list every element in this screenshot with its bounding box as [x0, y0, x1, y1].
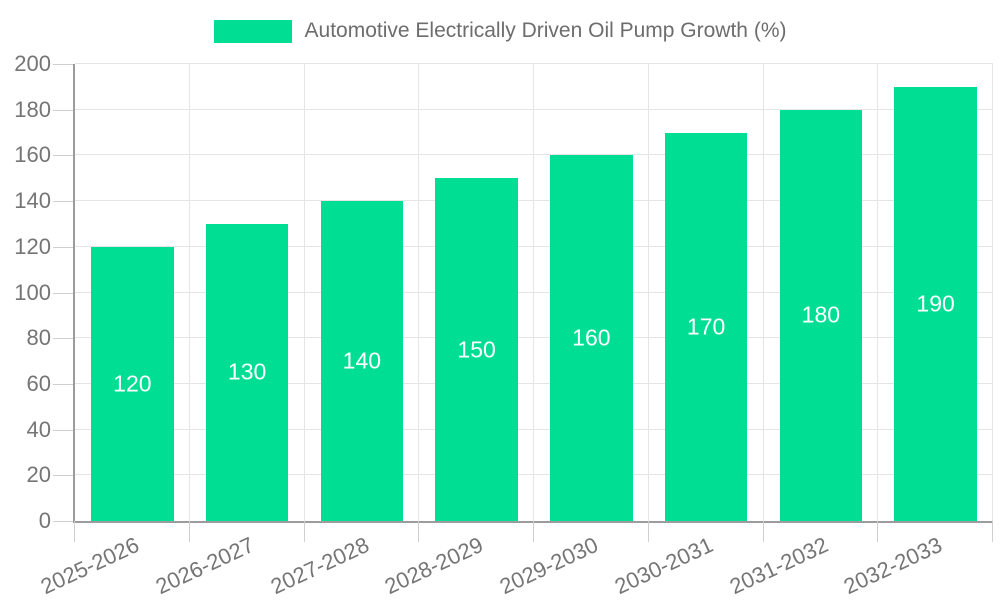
x-axis-tick: [877, 521, 879, 542]
x-axis-label: 2030-2031: [610, 532, 717, 600]
y-axis-label: 20: [26, 462, 51, 488]
bar-value-label: 140: [342, 347, 382, 374]
bar-value-label: 180: [801, 301, 841, 328]
y-axis-label: 120: [14, 233, 51, 259]
gridline-vertical: [762, 64, 764, 521]
y-axis-tick: [53, 246, 73, 248]
y-axis-tick: [53, 201, 73, 203]
x-axis-tick: [647, 521, 649, 542]
gridline-horizontal: [75, 428, 993, 430]
gridline-horizontal: [75, 291, 993, 293]
plot-area: 0 20 40 60 80 100 120 140 160 180 200 120 2025-2026 1…: [14, 51, 993, 599]
gridline-horizontal: [75, 245, 993, 247]
y-axis-label: 0: [38, 508, 51, 533]
y-axis-tick: [53, 475, 73, 477]
bar-2032-2033[interactable]: 190: [894, 86, 977, 521]
x-axis-label: 2025-2026: [37, 532, 143, 600]
bar-2025-2026[interactable]: 120: [91, 246, 174, 521]
y-axis-label: 180: [14, 96, 51, 122]
bar-2028-2029[interactable]: 150: [435, 178, 518, 521]
bar-2030-2031[interactable]: 170: [664, 132, 748, 521]
bar-2031-2032[interactable]: 180: [779, 109, 863, 521]
legend[interactable]: Automotive Electrically Driven Oil Pump …: [0, 19, 1000, 43]
x-axis-tick: [762, 521, 764, 542]
bar-2026-2027[interactable]: 130: [205, 223, 289, 521]
bar-value-label: 120: [113, 370, 152, 397]
y-axis-tick: [53, 292, 73, 294]
gridline-horizontal: [75, 200, 993, 202]
y-axis-tick: [53, 429, 73, 431]
x-axis-tick: [303, 521, 305, 542]
gridline-vertical: [188, 64, 190, 521]
y-axis-tick: [53, 521, 73, 522]
y-axis-tick: [53, 383, 73, 385]
bar-2029-2030[interactable]: 160: [550, 155, 633, 521]
y-axis-label: 140: [14, 188, 51, 214]
gridline-horizontal: [75, 337, 993, 339]
x-axis-tick: [188, 521, 190, 542]
y-axis-label: 40: [26, 416, 51, 442]
y-axis-label: 60: [26, 370, 51, 396]
bar-value-label: 160: [572, 324, 611, 351]
bar-value-label: 150: [457, 336, 496, 363]
bar-value-label: 130: [227, 358, 267, 385]
gridline-vertical: [303, 64, 305, 521]
x-axis-label: 2028-2029: [381, 532, 488, 600]
gridline-vertical: [647, 64, 649, 521]
y-axis-tick: [53, 109, 73, 111]
legend-label: Automotive Electrically Driven Oil Pump …: [304, 19, 787, 42]
y-axis-tick: [53, 155, 73, 157]
y-axis-label: 160: [14, 142, 51, 168]
gridline-vertical: [877, 64, 879, 521]
x-axis-label: 2032-2033: [840, 532, 947, 600]
x-axis-label: 2031-2032: [725, 532, 832, 600]
gridline-horizontal: [75, 474, 993, 476]
y-axis-tick: [53, 64, 73, 65]
gridline-horizontal: [75, 382, 993, 384]
y-axis-tick: [53, 338, 73, 340]
bar-value-label: 170: [686, 313, 726, 340]
x-axis-tick: [533, 521, 534, 542]
x-axis-tick: [418, 521, 420, 542]
gridline-horizontal: [75, 63, 993, 64]
gridline-horizontal: [75, 154, 993, 156]
x-axis-label: 2026-2027: [151, 532, 258, 600]
bar-value-label: 190: [916, 290, 955, 317]
gridline-vertical: [992, 64, 993, 521]
y-axis-label: 100: [14, 279, 51, 305]
y-axis-label: 200: [14, 51, 51, 76]
bar-2027-2028[interactable]: 140: [320, 201, 404, 521]
x-axis-tick: [992, 521, 993, 542]
x-axis-tick: [74, 521, 75, 542]
gridline-vertical: [533, 64, 534, 521]
legend-swatch: [213, 19, 292, 43]
x-axis-label: 2027-2028: [266, 532, 373, 600]
gridline-horizontal: [75, 108, 993, 110]
x-axis-label: 2029-2030: [496, 532, 602, 600]
y-axis-label: 80: [26, 325, 51, 351]
gridline-vertical: [418, 64, 420, 521]
